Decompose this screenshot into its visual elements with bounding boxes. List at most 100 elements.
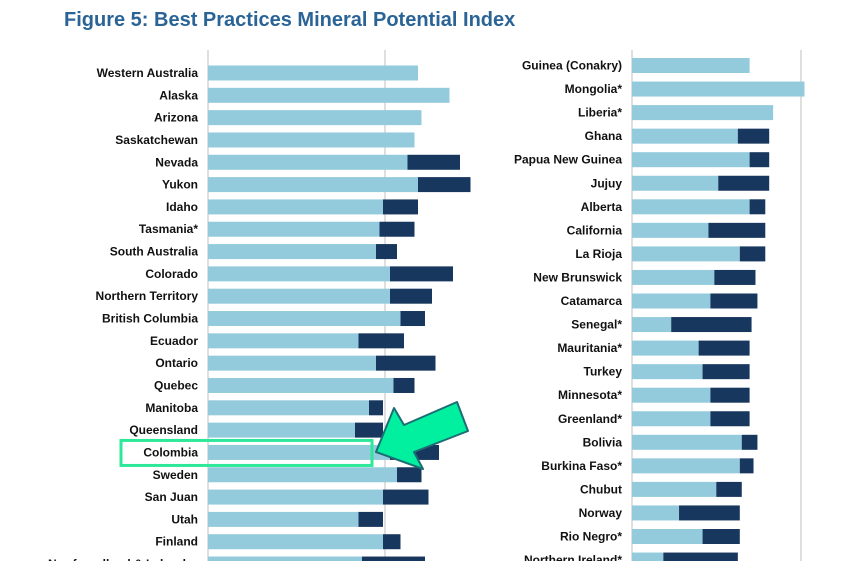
bar-base-segment bbox=[208, 244, 376, 260]
bar-base-segment bbox=[208, 511, 359, 527]
bar-base-segment bbox=[632, 293, 711, 309]
bar-upper-segment bbox=[710, 387, 750, 403]
category-label: Ecuador bbox=[150, 334, 198, 348]
category-label: South Australia bbox=[110, 245, 199, 259]
bar-base-segment bbox=[632, 81, 805, 97]
category-label: Colombia bbox=[143, 445, 198, 459]
bar-base-segment bbox=[632, 199, 750, 215]
category-label: Sweden bbox=[153, 468, 198, 482]
bar-base-segment bbox=[208, 288, 390, 304]
bar-upper-segment bbox=[407, 154, 460, 170]
bar-base-segment bbox=[208, 199, 383, 215]
category-label: Saskatchewan bbox=[115, 133, 198, 147]
bar-upper-segment bbox=[358, 511, 383, 527]
bar-upper-segment bbox=[739, 458, 754, 474]
left-chart-panel: Western Australia Alaska Arizona Saskatchew… bbox=[48, 50, 471, 561]
bar-upper-segment bbox=[679, 505, 740, 521]
category-label: Finland bbox=[155, 535, 198, 549]
bar-upper-segment bbox=[369, 400, 383, 416]
bar-base-segment bbox=[208, 534, 383, 550]
bar-upper-segment bbox=[671, 317, 752, 333]
category-label: Norway bbox=[579, 506, 623, 520]
bar-base-segment bbox=[632, 434, 742, 450]
category-label: Utah bbox=[171, 512, 198, 526]
pointer-arrow-icon bbox=[375, 401, 469, 470]
bar-upper-segment bbox=[749, 152, 770, 168]
bar-base-segment bbox=[632, 222, 709, 238]
category-label: Alberta bbox=[581, 200, 623, 214]
bar-base-segment bbox=[208, 444, 390, 460]
bar-upper-segment bbox=[710, 293, 758, 309]
category-label: Northern Ireland* bbox=[524, 553, 622, 561]
highlight-box bbox=[119, 438, 374, 467]
category-label: Guinea (Conakry) bbox=[522, 59, 622, 73]
bar-base-segment bbox=[632, 128, 738, 144]
category-label: British Columbia bbox=[102, 312, 198, 326]
category-label: Colorado bbox=[145, 267, 198, 281]
category-label: Queensland bbox=[129, 423, 198, 437]
category-label: Alaska bbox=[159, 88, 198, 102]
bar-upper-segment bbox=[710, 411, 750, 427]
bar-base-segment bbox=[208, 467, 397, 483]
bar-upper-segment bbox=[358, 333, 404, 349]
bar-base-segment bbox=[632, 269, 715, 285]
bar-upper-segment bbox=[355, 422, 383, 438]
bar-upper-segment bbox=[397, 467, 422, 483]
bar-upper-segment bbox=[718, 175, 770, 191]
bar-upper-segment bbox=[663, 552, 738, 561]
bar-upper-segment bbox=[418, 177, 471, 193]
category-label: Minnesota* bbox=[558, 388, 622, 402]
category-label: Tasmania* bbox=[139, 222, 198, 236]
bar-upper-segment bbox=[702, 364, 750, 380]
bar-base-segment bbox=[632, 481, 717, 497]
bar-upper-segment bbox=[714, 269, 756, 285]
bar-upper-segment bbox=[393, 377, 415, 393]
bar-upper-segment bbox=[716, 481, 742, 497]
category-label: Ontario bbox=[155, 356, 198, 370]
bar-upper-segment bbox=[737, 128, 770, 144]
bar-base-segment bbox=[632, 340, 699, 356]
category-label: Quebec bbox=[154, 378, 198, 392]
bar-base-segment bbox=[632, 58, 750, 73]
category-label: Arizona bbox=[154, 111, 198, 125]
category-label: Rio Negro* bbox=[560, 530, 622, 544]
bar-upper-segment bbox=[379, 221, 415, 237]
bar-base-segment bbox=[208, 221, 380, 237]
category-label: Papua New Guinea bbox=[514, 153, 622, 167]
bar-upper-segment bbox=[362, 556, 425, 561]
bar-base-segment bbox=[208, 87, 450, 103]
category-label: San Juan bbox=[145, 490, 198, 504]
category-label: Yukon bbox=[162, 178, 198, 192]
category-label: Mauritania* bbox=[557, 341, 622, 355]
bar-base-segment bbox=[208, 311, 401, 327]
bar-base-segment bbox=[208, 556, 362, 561]
bar-upper-segment bbox=[376, 355, 436, 371]
bar-base-segment bbox=[632, 152, 750, 168]
bar-base-segment bbox=[632, 317, 672, 333]
bar-base-segment bbox=[208, 65, 418, 81]
bar-base-segment bbox=[208, 333, 359, 349]
bar-base-segment bbox=[632, 387, 711, 403]
right-chart-panel: Guinea (Conakry) Mongolia* Liberia* Ghana Pa… bbox=[514, 50, 805, 561]
category-label: Ghana bbox=[585, 129, 623, 143]
category-label: Turkey bbox=[584, 365, 623, 379]
category-label: Mongolia* bbox=[565, 82, 623, 96]
category-label: Chubut bbox=[580, 482, 622, 496]
category-label: Newfoundland & Labrador bbox=[48, 557, 198, 561]
bar-base-segment bbox=[208, 266, 390, 282]
bar-base-segment bbox=[632, 552, 664, 561]
bar-base-segment bbox=[208, 377, 394, 393]
category-label: Manitoba bbox=[145, 401, 198, 415]
bar-base-segment bbox=[208, 110, 422, 126]
bar-base-segment bbox=[632, 364, 703, 380]
bar-upper-segment bbox=[383, 534, 401, 550]
bar-upper-segment bbox=[383, 489, 429, 505]
category-label: Liberia* bbox=[578, 106, 622, 120]
bar-base-segment bbox=[632, 246, 740, 262]
category-label: Jujuy bbox=[591, 176, 623, 190]
category-label: California bbox=[567, 223, 623, 237]
bar-base-segment bbox=[208, 489, 383, 505]
category-label: Catamarca bbox=[561, 294, 623, 308]
bar-base-segment bbox=[208, 154, 408, 170]
